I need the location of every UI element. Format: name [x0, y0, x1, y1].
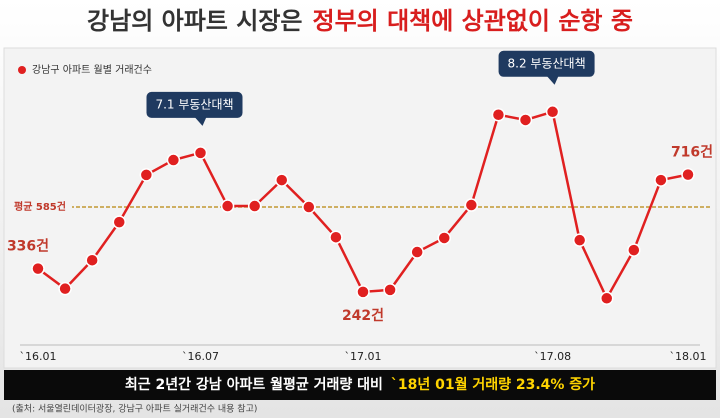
data-point: [600, 291, 614, 306]
value-label: 336건: [7, 238, 49, 255]
legend-label: 강남구 아파트 월별 거래건수: [32, 64, 152, 76]
callout-box: [146, 91, 243, 118]
callout-text: 7.1 부동산대책: [155, 96, 233, 111]
data-point: [275, 173, 289, 187]
source: (출처: 서울열린데이터광장, 강남구 아파트 실거래건수 내용 참고): [12, 403, 257, 415]
x-tick-label: `16.01: [20, 350, 57, 363]
data-point: [437, 231, 451, 245]
data-point: [383, 283, 397, 297]
data-point: [31, 261, 45, 276]
plot-area: [3, 47, 717, 369]
legend-marker: [18, 66, 26, 74]
data-point: [302, 200, 316, 214]
data-point: [681, 167, 695, 182]
banner: [4, 370, 716, 400]
callout-text: 8.2 부동산대책: [508, 55, 586, 70]
data-point: [356, 285, 370, 299]
data-point: [627, 243, 641, 257]
data-point: [654, 173, 668, 187]
data-point: [572, 233, 587, 247]
x-tick-label: `17.08: [534, 350, 571, 363]
data-point: [491, 108, 506, 122]
average-label: 평균 585건: [14, 200, 66, 213]
data-point: [166, 153, 181, 167]
callout-pointer: [546, 75, 559, 85]
x-tick-label: `16.07: [182, 350, 219, 363]
chart-title: 강남의 아파트 시장은: [87, 7, 302, 35]
data-point: [112, 215, 126, 229]
callout-pointer: [194, 116, 207, 126]
data-point: [193, 146, 208, 160]
value-label: 242건: [342, 307, 384, 324]
data-point: [220, 199, 235, 213]
data-point: [247, 199, 262, 213]
x-tick-label: `17.01: [345, 350, 382, 363]
data-point: [464, 198, 479, 212]
data-point: [410, 245, 424, 259]
data-point: [58, 281, 72, 296]
chart-title-highlight: 정부의 대책에 상관없이 순항 중: [312, 7, 632, 35]
banner-highlight: `18년 01월 거래량 23.4% 증가: [391, 376, 595, 393]
average-label-bg: [10, 198, 72, 217]
data-point: [518, 113, 533, 127]
data-point: [139, 168, 154, 182]
value-label: 716건: [671, 144, 713, 161]
data-point: [329, 230, 343, 244]
data-point: [545, 105, 560, 119]
banner-text: 최근 2년간 강남 아파트 월평균 거래량 대비: [125, 376, 383, 393]
x-tick-label: `18.01: [670, 350, 707, 363]
callout-box: [498, 50, 595, 77]
data-point: [85, 253, 99, 267]
